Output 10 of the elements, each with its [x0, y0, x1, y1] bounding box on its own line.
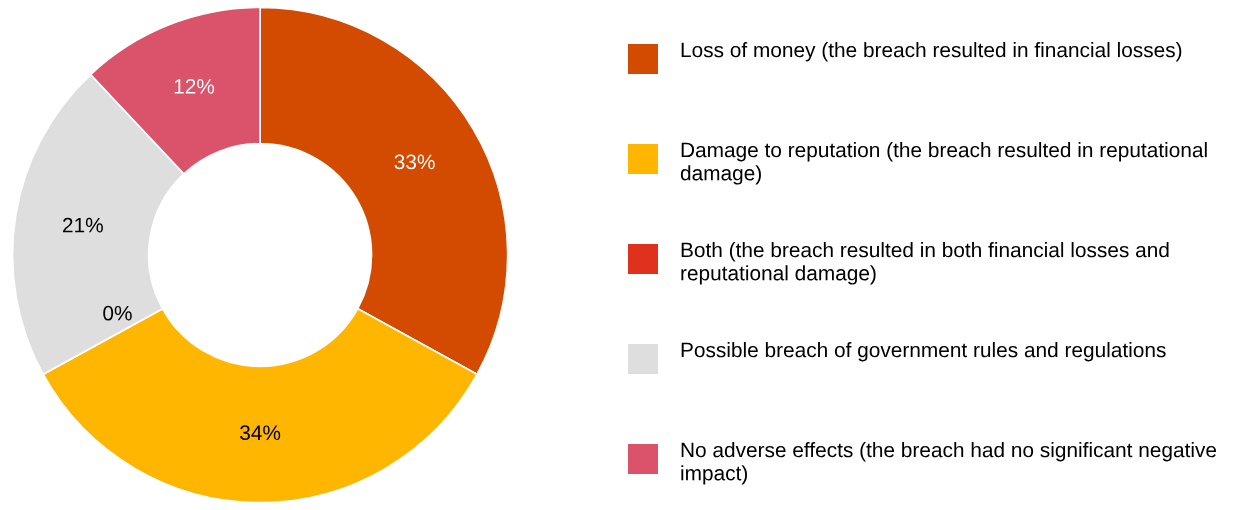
legend-label: Loss of money (the breach resulted in financial losses) — [681, 42, 1182, 62]
data-label: 12% — [174, 78, 215, 94]
text: 0% — [103, 305, 132, 321]
data-label: 33% — [394, 154, 435, 170]
data-label: 34% — [240, 425, 281, 441]
legend-label: No adverse effects (the breach had no significant negative impact) — [681, 442, 1217, 485]
legend-label: Both (the breach resulted in both financial losses and reputational damage) — [681, 242, 1169, 285]
legend-label: Damage to reputation (the breach resulted in reputational damage) — [680, 142, 1207, 185]
legend-label: Possible breach of government rules and regulations — [681, 342, 1166, 362]
data-label: 21% — [63, 217, 103, 233]
